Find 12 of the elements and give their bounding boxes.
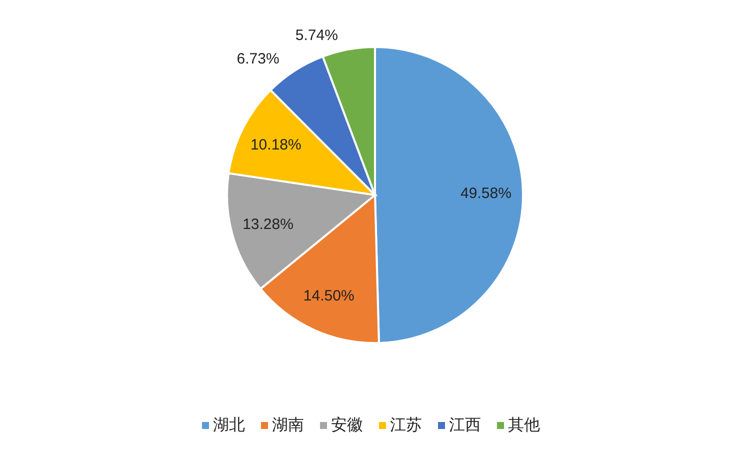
data-label: 13.28% — [242, 216, 294, 234]
legend-label: 湖南 — [272, 417, 304, 434]
legend-label: 安徽 — [331, 417, 363, 434]
legend-label: 江苏 — [390, 417, 422, 434]
data-label: 5.74% — [295, 27, 338, 44]
legend-label: 江西 — [449, 417, 481, 434]
data-label: 14.50% — [303, 287, 354, 304]
legend-label: 湖北 — [213, 417, 245, 434]
data-label: 49.58% — [460, 185, 512, 202]
data-label: 10.18% — [250, 136, 302, 154]
legend-label: 其他 — [508, 417, 540, 434]
data-label: 6.73% — [236, 50, 280, 68]
